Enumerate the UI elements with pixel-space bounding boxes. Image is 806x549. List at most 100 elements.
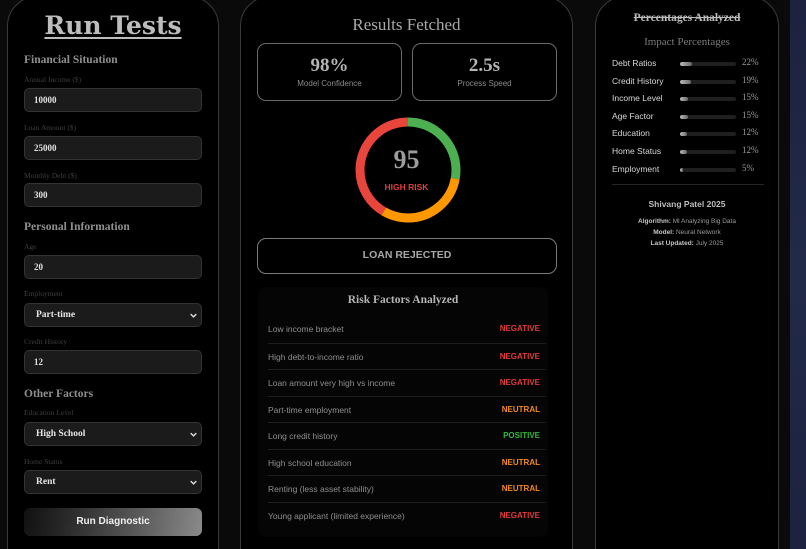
credit-history-input[interactable]: 12	[24, 350, 202, 374]
risk-label: HIGH RISK	[384, 182, 429, 192]
risk-factor-name: Long credit history	[268, 431, 338, 441]
metric-speed: 2.5s Process Speed	[412, 43, 557, 101]
impact-bar-fill	[680, 114, 689, 119]
percentages-title: Percentages Analyzed	[633, 12, 741, 24]
impact-value: 12%	[742, 145, 759, 155]
impact-bar-fill	[680, 132, 687, 137]
impact-label: Income Level	[612, 93, 663, 104]
impact-label: Employment	[612, 163, 660, 174]
education-select[interactable]: High School	[24, 422, 202, 446]
impact-subtitle: Impact Percentages	[644, 36, 730, 48]
home-status-label: Home Status	[24, 457, 63, 466]
impact-bar	[680, 97, 736, 102]
author-credit: Shivang Patel 2025	[648, 199, 726, 209]
home-status-value: Rent	[36, 477, 56, 487]
education-value: High School	[36, 429, 86, 439]
employment-value: Part-time	[36, 310, 76, 320]
impact-row: Debt Ratios 22%	[612, 56, 772, 72]
risk-factor-status: NEGATIVE	[499, 510, 540, 520]
risk-factor-status: NEUTRAL	[501, 484, 540, 493]
impact-value: 19%	[742, 74, 759, 85]
impact-label: Debt Ratios	[612, 58, 657, 68]
monthly-debt-input[interactable]: 300	[24, 183, 202, 207]
impact-bar	[680, 114, 736, 119]
confidence-value: 98%	[310, 55, 349, 76]
impact-bar-fill	[680, 97, 689, 102]
impact-bar-fill	[680, 167, 683, 172]
chevron-down-icon	[190, 432, 197, 437]
risk-factor-status: NEGATIVE	[499, 324, 540, 333]
speed-label: Process Speed	[457, 79, 512, 88]
confidence-label: Model Confidence	[297, 79, 362, 88]
risk-factors-card: Risk Factors Analyzed Low income bracket…	[258, 287, 548, 537]
metric-confidence: 98% Model Confidence	[257, 43, 402, 101]
risk-factor-status: NEUTRAL	[501, 457, 540, 467]
impact-row: Credit History 19%	[612, 74, 772, 90]
results-panel: Results Fetched 98% Model Confidence 2.5…	[240, 0, 573, 549]
education-label: Education Level	[24, 408, 74, 417]
impact-bar-fill	[680, 150, 687, 154]
risk-score: 95	[393, 145, 420, 174]
impact-row: Income Level 15%	[612, 91, 772, 107]
results-title: Results Fetched	[352, 15, 461, 34]
impact-row: Employment 5%	[612, 162, 772, 178]
impact-bar-fill	[680, 79, 691, 84]
impact-bar	[680, 167, 736, 172]
impact-value: 15%	[742, 92, 759, 103]
risk-factor-row: High school education NEUTRAL	[268, 448, 546, 475]
chevron-down-icon	[190, 480, 197, 485]
meta-algorithm: Algorithm: Ml Analyzing Big Data	[638, 218, 736, 225]
impact-value: 22%	[742, 57, 759, 67]
home-status-select[interactable]: Rent	[24, 470, 202, 494]
risk-factors-title: Risk Factors Analyzed	[347, 294, 459, 306]
meta-model: Model: Neural Network	[653, 229, 721, 236]
impact-value: 15%	[742, 109, 759, 120]
impact-bar	[680, 150, 736, 154]
run-tests-panel: Run Tests Financial Situation Annual Inc…	[7, 0, 219, 549]
credit-history-label: Credit History	[24, 337, 68, 346]
risk-factor-row: Long credit history POSITIVE	[268, 422, 546, 448]
divider	[612, 184, 764, 185]
section-personal: Personal Information	[24, 221, 130, 233]
run-diagnostic-button[interactable]: Run Diagnostic	[24, 508, 202, 536]
risk-factor-row: Loan amount very high vs income NEGATIVE	[268, 369, 546, 395]
impact-row: Education 12%	[612, 126, 772, 142]
chevron-down-icon	[190, 313, 197, 318]
impact-value: 12%	[742, 127, 759, 138]
risk-factor-row: Renting (less asset stability) NEUTRAL	[268, 475, 546, 501]
impact-bar-fill	[680, 62, 693, 66]
impact-bar	[680, 62, 736, 66]
background-strip	[790, 0, 806, 549]
impact-label: Credit History	[612, 75, 664, 86]
impact-value: 5%	[742, 162, 754, 173]
annual-income-input[interactable]: 10000	[24, 88, 202, 112]
risk-factor-status: NEGATIVE	[499, 378, 540, 387]
impact-row: Age Factor 15%	[612, 109, 772, 125]
impact-row: Home Status 12%	[612, 144, 772, 160]
annual-income-label: Annual Income ($)	[24, 75, 82, 84]
loan-amount-label: Loan Amount ($)	[24, 123, 77, 132]
loan-amount-input[interactable]: 25000	[24, 136, 202, 160]
risk-factor-name: High school education	[268, 457, 352, 468]
risk-factor-row: Part-time employment NEUTRAL	[268, 395, 546, 422]
impact-label: Home Status	[612, 146, 662, 156]
impact-label: Age Factor	[612, 110, 654, 121]
percentages-panel: Percentages Analyzed Impact Percentages …	[595, 0, 779, 549]
employment-label: Employment	[24, 289, 63, 298]
risk-factor-status: NEUTRAL	[501, 404, 540, 414]
employment-select[interactable]: Part-time	[24, 303, 202, 327]
risk-factor-name: High debt-to-income ratio	[268, 351, 364, 362]
age-input[interactable]: 20	[24, 255, 202, 279]
section-financial: Financial Situation	[24, 54, 118, 66]
section-other: Other Factors	[24, 388, 94, 400]
risk-factor-name: Loan amount very high vs income	[268, 378, 396, 388]
risk-factor-name: Young applicant (limited experience)	[268, 510, 405, 521]
risk-factor-row: Young applicant (limited experience) NEGA…	[268, 501, 546, 528]
risk-factor-name: Renting (less asset stability)	[268, 484, 374, 494]
risk-gauge	[355, 117, 461, 223]
risk-factor-status: NEGATIVE	[499, 351, 540, 361]
meta-updated: Last Updated: July 2025	[650, 240, 724, 247]
risk-factor-row: Low income bracket NEGATIVE	[268, 316, 546, 342]
age-label: Age	[24, 242, 37, 251]
impact-bar	[680, 132, 736, 137]
